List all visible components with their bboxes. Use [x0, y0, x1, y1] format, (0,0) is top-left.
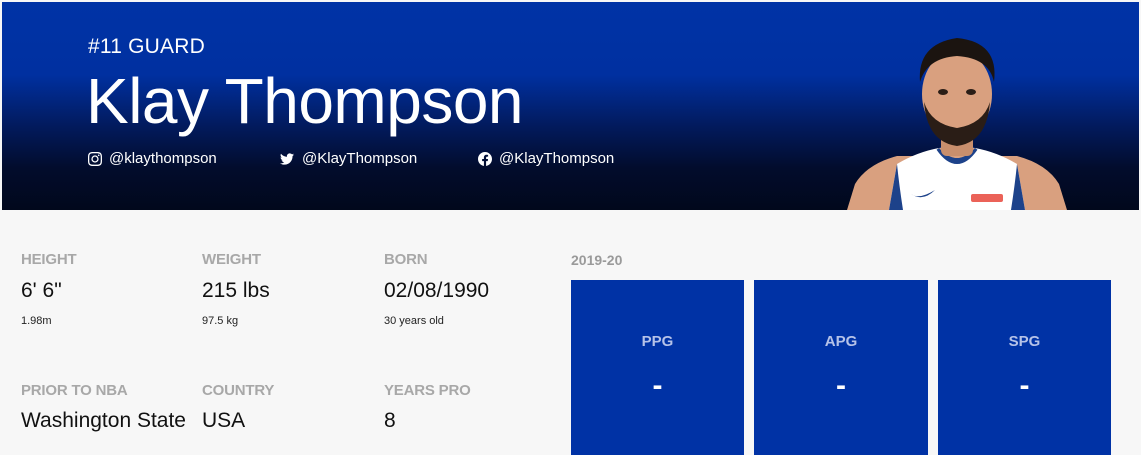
prior-to-nba-label: PRIOR TO NBA [21, 382, 128, 399]
instagram-link[interactable]: @klaythompson [88, 150, 217, 167]
weight-metric: 97.5 kg [202, 315, 239, 327]
height-label: HEIGHT [21, 251, 77, 268]
height-value: 6' 6" [21, 279, 62, 302]
weight-value: 215 lbs [202, 279, 270, 302]
stat-name: APG [824, 333, 858, 350]
born-label: BORN [384, 251, 428, 268]
player-headshot [847, 24, 1067, 210]
twitter-handle: @KlayThompson [302, 150, 418, 167]
country-label: COUNTRY [202, 382, 275, 399]
stat-box-apg: APG - [754, 280, 928, 455]
stat-name: SPG [1008, 333, 1041, 350]
stat-name: PPG [641, 333, 674, 350]
facebook-link[interactable]: @KlayThompson [478, 150, 614, 167]
age-value: 30 years old [384, 315, 444, 327]
years-pro-label: YEARS PRO [384, 382, 471, 399]
prior-to-nba-value: Washington State [21, 409, 186, 432]
facebook-icon [478, 151, 492, 166]
weight-label: WEIGHT [202, 251, 261, 268]
stat-value: - [836, 369, 846, 402]
stat-box-ppg: PPG - [571, 280, 744, 455]
born-value: 02/08/1990 [384, 279, 490, 302]
years-pro-value: 8 [384, 409, 396, 432]
player-hero-banner: #11 GUARD Klay Thompson @klaythompson @K… [2, 2, 1139, 210]
season-label: 2019-20 [571, 252, 623, 268]
instagram-icon [88, 151, 102, 166]
player-name: Klay Thompson [86, 65, 524, 137]
country-value: USA [202, 409, 246, 432]
instagram-handle: @klaythompson [109, 150, 217, 167]
stat-box-spg: SPG - [938, 280, 1111, 455]
facebook-handle: @KlayThompson [499, 150, 615, 167]
height-metric: 1.98m [21, 315, 52, 327]
stat-value: - [1019, 369, 1030, 402]
player-number-position: #11 GUARD [88, 35, 205, 58]
stat-value: - [652, 369, 663, 402]
twitter-link[interactable]: @KlayThompson [279, 150, 417, 167]
player-bio-panel: HEIGHT 6' 6" 1.98m WEIGHT 215 lbs 97.5 k… [0, 210, 1141, 455]
twitter-icon [279, 152, 295, 166]
